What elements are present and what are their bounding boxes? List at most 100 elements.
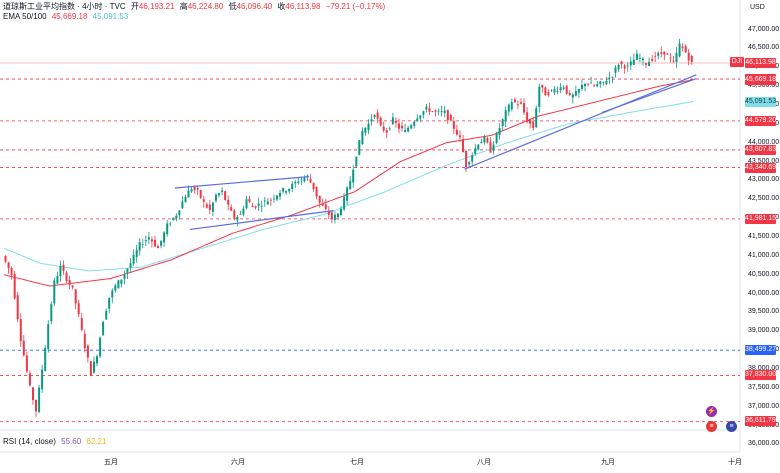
y-tick-label: 37,000.00 [748, 402, 780, 410]
candle-body [160, 240, 163, 246]
ema-50-value: 45,669.18 [51, 12, 88, 21]
candle-body [80, 318, 83, 330]
candle-body [574, 91, 577, 96]
candle-body [559, 87, 562, 91]
candle-body [330, 212, 333, 219]
candle-body [306, 175, 309, 177]
candle-body [175, 215, 178, 219]
candle-body [462, 139, 464, 152]
candle-body [489, 142, 492, 153]
candle-body [382, 126, 385, 131]
candle-body [62, 264, 65, 271]
candle-body [687, 52, 690, 61]
us-flag-icon[interactable]: ≡ [726, 421, 737, 432]
candle-body [266, 201, 269, 205]
x-tick-label: 八月 [477, 459, 491, 466]
candle-body [605, 81, 608, 85]
candle-body [105, 310, 108, 320]
close-value: 46,113.98 [285, 2, 321, 11]
candle-body [297, 181, 300, 184]
candle-body [617, 64, 620, 70]
candle-body [13, 273, 16, 299]
candle-body [614, 67, 617, 73]
candle-body [340, 209, 342, 215]
candle-body [144, 240, 147, 242]
candle-body [584, 83, 586, 86]
level-price-badge: 38,499.27 [745, 345, 777, 356]
rsi-value-2: 62.21 [86, 437, 107, 446]
candle-body [480, 142, 483, 144]
candle-body [587, 83, 590, 85]
candle-body [4, 255, 7, 262]
candle-body [53, 280, 56, 304]
candle-body [300, 179, 303, 181]
candle-body [523, 103, 525, 113]
y-tick-label: 43,000.00 [748, 176, 780, 184]
us-flag-icon[interactable]: ≡ [706, 421, 717, 432]
candle-body [269, 199, 272, 201]
x-tick-label: 六月 [231, 459, 245, 466]
level-price-badge: 41,981.15 [745, 213, 777, 224]
candle-body [495, 132, 498, 143]
candle-body [620, 61, 623, 65]
candle-body [596, 84, 599, 87]
candle-body [117, 280, 120, 289]
candle-body [56, 276, 59, 284]
last-price-badge: 46,113.98 [745, 57, 776, 68]
candle-body [541, 84, 544, 88]
candle-body [346, 187, 349, 201]
candle-body [556, 91, 559, 92]
candle-body [215, 194, 217, 201]
candle-body [154, 239, 156, 247]
x-tick-label: 五月 [104, 459, 118, 466]
candle-body [22, 340, 25, 356]
candle-body [507, 104, 510, 112]
rsi-value-1: 55.60 [61, 437, 82, 446]
candle-body [111, 290, 114, 298]
candle-body [553, 89, 556, 93]
candle-body [44, 347, 47, 371]
candle-body [593, 85, 596, 87]
candle-body [504, 110, 507, 122]
candle-body [416, 118, 419, 121]
candle-body [577, 89, 580, 93]
lightning-icon[interactable]: ⚡ [706, 406, 717, 417]
candle-body [379, 117, 382, 126]
candle-body [38, 387, 41, 412]
candle-body [526, 112, 529, 122]
level-price-badge: 43,807.83 [745, 144, 777, 155]
candle-body [28, 373, 31, 386]
candle-body [141, 244, 144, 246]
candle-body [282, 188, 285, 192]
candle-body [59, 265, 62, 276]
candle-body [178, 210, 181, 216]
candle-body [446, 110, 449, 121]
candle-body [315, 186, 318, 197]
y-tick-label: 38,000.00 [748, 365, 780, 373]
level-price-badge: 37,830.00 [745, 370, 777, 381]
candle-body [96, 356, 98, 364]
candle-body [343, 196, 346, 210]
candle-body [440, 111, 443, 113]
candle-body [474, 148, 477, 154]
candle-body [233, 210, 236, 219]
candle-body [157, 246, 159, 249]
candle-body [352, 169, 355, 183]
level-price-badge: 36,611.79 [745, 416, 776, 427]
candle-body [422, 111, 425, 115]
candle-body [93, 361, 95, 373]
trendline [174, 176, 310, 189]
candle-body [166, 223, 169, 235]
candle-body [455, 129, 458, 135]
candle-body [86, 345, 89, 358]
candle-body [477, 144, 480, 150]
candle-body [684, 46, 687, 53]
candle-body [327, 211, 330, 215]
candle-body [254, 206, 257, 208]
candle-body [291, 183, 294, 189]
candle-body [41, 369, 44, 390]
candle-body [370, 119, 373, 122]
candle-body [385, 130, 388, 133]
